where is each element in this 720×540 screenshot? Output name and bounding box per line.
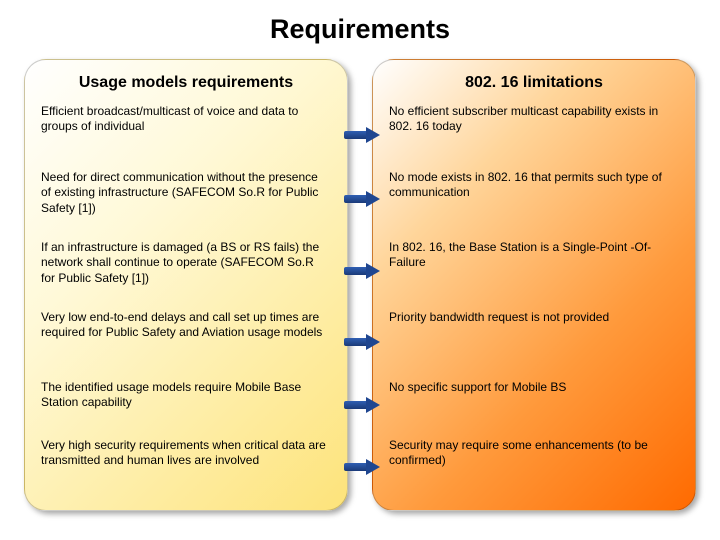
- right-list: No efficient subscriber multicast capabi…: [389, 104, 679, 504]
- list-item: Very low end-to-end delays and call set …: [41, 310, 331, 380]
- left-panel-heading: Usage models requirements: [41, 74, 331, 92]
- right-panel: 802. 16 limitations No efficient subscri…: [372, 59, 696, 511]
- list-item-text: Priority bandwidth request is not provid…: [389, 310, 609, 325]
- left-list: Efficient broadcast/multicast of voice a…: [41, 104, 331, 504]
- list-item: No mode exists in 802. 16 that permits s…: [389, 170, 679, 240]
- left-panel: Usage models requirements Efficient broa…: [24, 59, 348, 511]
- list-item: Security may require some enhancements (…: [389, 438, 679, 504]
- list-item: The identified usage models require Mobi…: [41, 380, 331, 438]
- list-item-text: Very high security requirements when cri…: [41, 438, 327, 469]
- list-item: Priority bandwidth request is not provid…: [389, 310, 679, 380]
- columns: Usage models requirements Efficient broa…: [24, 59, 696, 511]
- list-item-text: No mode exists in 802. 16 that permits s…: [389, 170, 675, 201]
- list-item: Need for direct communication without th…: [41, 170, 331, 240]
- slide: Requirements Usage models requirements E…: [0, 0, 720, 540]
- list-item-text: If an infrastructure is damaged (a BS or…: [41, 240, 327, 286]
- list-item-text: Security may require some enhancements (…: [389, 438, 675, 469]
- list-item: No efficient subscriber multicast capabi…: [389, 104, 679, 170]
- right-panel-heading: 802. 16 limitations: [389, 74, 679, 92]
- list-item-text: No efficient subscriber multicast capabi…: [389, 104, 675, 135]
- list-item: No specific support for Mobile BS: [389, 380, 679, 438]
- list-item: If an infrastructure is damaged (a BS or…: [41, 240, 331, 310]
- list-item: Efficient broadcast/multicast of voice a…: [41, 104, 331, 170]
- list-item-text: The identified usage models require Mobi…: [41, 380, 327, 411]
- list-item: In 802. 16, the Base Station is a Single…: [389, 240, 679, 310]
- list-item-text: Need for direct communication without th…: [41, 170, 327, 216]
- page-title: Requirements: [24, 14, 696, 45]
- list-item-text: In 802. 16, the Base Station is a Single…: [389, 240, 675, 271]
- list-item-text: Efficient broadcast/multicast of voice a…: [41, 104, 327, 135]
- list-item: Very high security requirements when cri…: [41, 438, 331, 504]
- list-item-text: No specific support for Mobile BS: [389, 380, 566, 395]
- list-item-text: Very low end-to-end delays and call set …: [41, 310, 327, 341]
